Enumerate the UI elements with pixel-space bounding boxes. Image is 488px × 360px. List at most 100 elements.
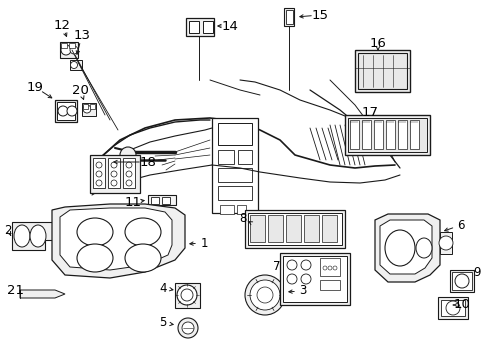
Bar (61, 43, 67, 48)
Text: 20: 20 (71, 84, 88, 96)
Circle shape (332, 266, 336, 270)
Circle shape (111, 171, 117, 177)
Bar (162, 197, 170, 204)
Circle shape (454, 274, 468, 288)
Bar (70, 60, 82, 70)
Text: 1: 1 (200, 237, 207, 249)
Bar (439, 232, 451, 254)
Circle shape (182, 322, 194, 334)
Text: 6: 6 (456, 219, 464, 231)
Polygon shape (374, 214, 439, 282)
Bar (189, 21, 199, 33)
Text: 7: 7 (273, 261, 280, 274)
Bar (285, 215, 301, 242)
Bar (354, 50, 409, 92)
Bar (361, 120, 370, 149)
Bar (409, 120, 418, 149)
Bar (280, 253, 349, 305)
Circle shape (126, 171, 132, 177)
Bar (345, 115, 429, 155)
Bar (347, 118, 426, 152)
Ellipse shape (257, 287, 272, 303)
Circle shape (96, 171, 102, 177)
Circle shape (323, 266, 326, 270)
Circle shape (120, 147, 136, 163)
Bar (349, 120, 358, 149)
Bar (319, 258, 339, 276)
Bar (304, 215, 318, 242)
Bar (440, 300, 464, 316)
Polygon shape (52, 204, 184, 278)
Text: 12: 12 (53, 18, 70, 32)
Bar (83, 104, 88, 109)
Text: 18: 18 (139, 156, 156, 168)
Ellipse shape (415, 238, 431, 258)
Bar (247, 213, 341, 245)
Bar (218, 150, 234, 164)
Ellipse shape (14, 225, 30, 247)
Polygon shape (379, 220, 431, 274)
Circle shape (126, 162, 132, 168)
Ellipse shape (125, 218, 161, 246)
Circle shape (286, 260, 296, 270)
Bar (319, 280, 339, 290)
Circle shape (111, 162, 117, 168)
Bar (108, 158, 120, 188)
Circle shape (70, 62, 77, 68)
Bar (69, 43, 75, 48)
Circle shape (286, 274, 296, 284)
Bar (57, 102, 75, 120)
Circle shape (178, 318, 198, 338)
Ellipse shape (125, 244, 161, 272)
Text: 19: 19 (26, 81, 43, 94)
Text: 3: 3 (299, 284, 306, 297)
Circle shape (126, 180, 132, 186)
Text: 2: 2 (4, 224, 12, 237)
Bar (60, 42, 78, 58)
Bar (285, 10, 292, 24)
Text: 14: 14 (221, 19, 238, 32)
Circle shape (61, 45, 71, 55)
Bar (437, 297, 467, 319)
Ellipse shape (77, 244, 113, 272)
Text: 10: 10 (453, 298, 469, 311)
Circle shape (58, 106, 68, 116)
Circle shape (445, 301, 459, 315)
Text: 21: 21 (6, 284, 23, 297)
Bar (385, 120, 394, 149)
Bar (123, 158, 135, 188)
Bar (175, 283, 200, 308)
Circle shape (301, 274, 310, 284)
Ellipse shape (249, 280, 280, 310)
Circle shape (96, 162, 102, 168)
Text: 15: 15 (311, 9, 328, 22)
Bar (238, 150, 251, 164)
Polygon shape (12, 222, 55, 250)
Ellipse shape (244, 275, 285, 315)
Bar (82, 103, 96, 116)
Circle shape (327, 266, 331, 270)
Circle shape (70, 46, 78, 54)
Bar (284, 8, 293, 26)
Bar (218, 168, 251, 182)
Circle shape (301, 260, 310, 270)
Polygon shape (60, 208, 172, 270)
Bar (357, 53, 406, 89)
Circle shape (181, 289, 193, 301)
Bar (93, 158, 105, 188)
Circle shape (83, 105, 91, 113)
Bar (218, 186, 251, 200)
Bar (267, 215, 283, 242)
Bar (244, 210, 345, 248)
Polygon shape (20, 290, 65, 298)
Text: 11: 11 (124, 195, 141, 208)
Bar (321, 215, 336, 242)
Bar (185, 18, 214, 36)
Bar (249, 215, 264, 242)
Text: 8: 8 (239, 212, 246, 225)
Bar (55, 100, 77, 122)
Bar (90, 155, 140, 193)
Bar (373, 120, 382, 149)
Bar (203, 21, 213, 33)
Bar (283, 256, 346, 302)
